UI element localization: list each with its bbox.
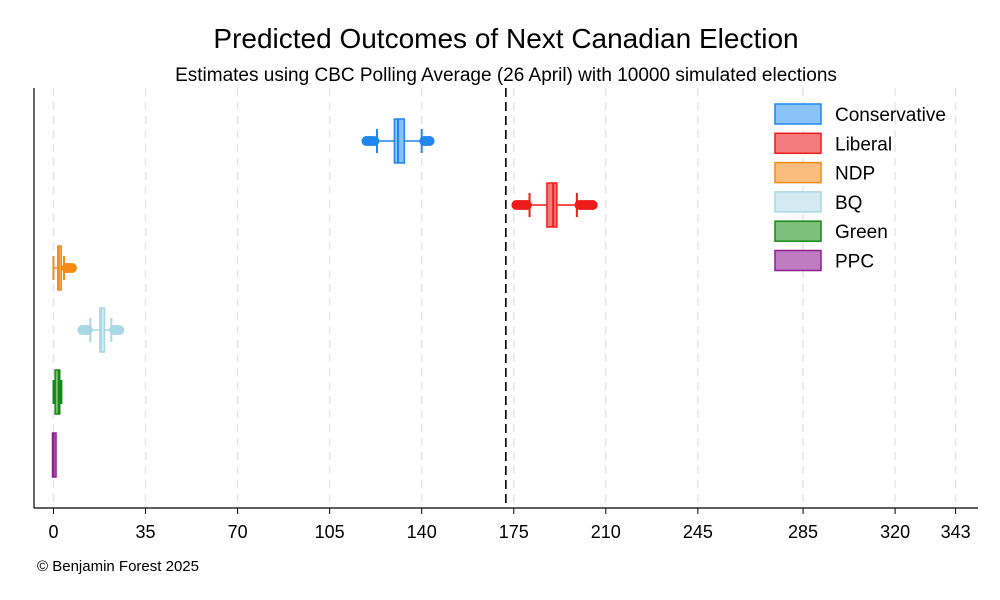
legend-swatch [774, 161, 822, 184]
x-tick-label: 175 [499, 522, 529, 542]
legend-label: Conservative [835, 105, 946, 126]
box [393, 118, 406, 164]
x-tick-label: 210 [591, 522, 621, 542]
outlier-point [369, 136, 380, 146]
outlier-point [587, 200, 598, 210]
outlier-point [82, 325, 93, 335]
chart-subtitle: Estimates using CBC Polling Average (26 … [175, 65, 837, 86]
box [546, 182, 558, 228]
boxplot-ppc [51, 432, 57, 478]
outlier-point [66, 263, 77, 273]
legend-item-conservative: Conservative [774, 103, 946, 126]
outlier-point [521, 200, 532, 210]
legend-item-bq: BQ [774, 191, 862, 214]
legend-swatch [774, 191, 822, 213]
boxplot-bq [77, 307, 125, 353]
chart-title: Predicted Outcomes of Next Canadian Elec… [213, 23, 798, 54]
x-tick-label: 245 [683, 522, 713, 542]
legend-swatch [774, 249, 822, 272]
legend-label: BQ [835, 193, 862, 214]
gridlines [52, 88, 957, 508]
legend-item-liberal: Liberal [774, 132, 892, 155]
credit-text: © Benjamin Forest 2025 [37, 558, 199, 575]
legend-item-ndp: NDP [774, 161, 875, 185]
x-tick-label: 285 [788, 522, 818, 542]
legend-item-ppc: PPC [774, 249, 874, 273]
x-tick-label: 0 [48, 522, 58, 542]
x-axis-ticks: 0 35 70 105 140 175 210 245 285 320 343 [48, 508, 971, 542]
legend-swatch [774, 132, 822, 155]
x-tick-label: 105 [315, 522, 345, 542]
boxplot-green [52, 369, 63, 415]
outlier-point [114, 325, 125, 335]
boxplots [51, 118, 598, 478]
legend-swatch [774, 220, 822, 242]
legend-label: Green [835, 222, 888, 243]
x-tick-label: 35 [136, 522, 156, 542]
legend-label: NDP [835, 164, 875, 185]
axes [33, 88, 978, 509]
x-tick-label: 343 [941, 522, 971, 542]
x-tick-label: 320 [880, 522, 910, 542]
outlier-point [424, 136, 435, 146]
boxplot-conservative [361, 118, 435, 164]
x-tick-label: 140 [407, 522, 437, 542]
legend-label: PPC [835, 252, 874, 273]
boxplot-ndp [52, 245, 77, 291]
legend: Conservative Liberal NDP BQ Green PPC [774, 103, 946, 273]
legend-swatch [774, 103, 822, 125]
legend-label: Liberal [835, 134, 892, 155]
x-tick-label: 70 [228, 522, 248, 542]
boxplot-liberal [511, 182, 598, 228]
box [54, 369, 61, 415]
legend-item-green: Green [774, 220, 888, 243]
